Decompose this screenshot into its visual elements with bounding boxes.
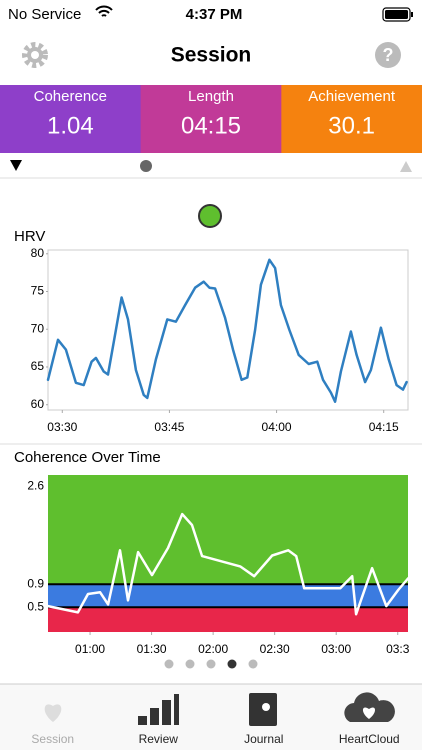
tab-label[interactable]: Journal [244,732,283,746]
nav-title: Session [171,44,252,67]
zone [48,584,408,608]
x-tick-label: 04:15 [369,420,399,434]
zone [48,607,408,632]
y-tick-label: 75 [31,284,45,298]
clock: 4:37 PM [186,6,243,23]
tab-label[interactable]: Review [139,732,179,746]
y-tick-label: 0.5 [27,599,44,613]
battery-level [385,10,408,19]
x-tick-label: 01:30 [137,642,167,656]
x-tick-label: 03:45 [154,420,184,434]
help-button[interactable]: ? [375,42,401,68]
plot-frame [47,249,409,411]
data-line [46,512,410,616]
battery-tip [411,12,413,17]
y-tick-label: 80 [31,246,45,260]
tabs: Session Review Journal HeartCloud [31,732,399,746]
stat-value: 1.04 [47,112,94,139]
charts: HRV 60 65 70 75 80 03:30 03:45 04:00 04:15 Coheren… [14,228,410,656]
wifi-icon [95,5,113,17]
y-tick-label: 0.9 [27,576,44,590]
y-tick-label: 2.6 [27,479,44,493]
x-tick-label: 02:30 [260,642,290,656]
low-marker [10,160,22,171]
y-tick-label: 60 [31,397,45,411]
carrier: No Service [8,6,81,23]
review-icon [138,694,179,725]
stat-label: Length [188,88,234,105]
y-tick-label: 70 [31,321,45,335]
current-marker [140,160,152,172]
stat-label: Coherence [34,88,107,105]
data-line [46,258,408,403]
tab-label[interactable]: Session [31,732,74,746]
chart-title: HRV [14,228,45,245]
stat-tile [0,85,142,153]
x-tick-label: 03:30 [47,420,77,434]
heartcloud-heart [362,707,376,719]
zone [48,475,408,585]
status-dot [198,204,222,228]
page-indicator [164,659,258,669]
stat-label: Achievement [308,88,396,105]
x-tick-label: 04:00 [262,420,292,434]
stat-value: 04:15 [181,112,241,139]
stats-band: Coherence 1.04 Length 04:15 Achievement 30.1 [0,85,422,153]
svg-text:?: ? [383,45,394,65]
chart-title: Coherence Over Time [14,449,161,466]
x-tick-label: 03:3 [386,642,410,656]
stat-value: 30.1 [328,112,375,139]
stat-tile [281,85,422,153]
high-marker [400,161,412,172]
x-tick-label: 01:00 [75,642,105,656]
battery [382,7,411,22]
journal-icon-detail [262,703,270,711]
x-tick-label: 03:00 [321,642,351,656]
stat-tile [140,85,282,153]
x-tick-label: 02:00 [198,642,228,656]
session-icon [44,704,62,722]
heartcloud-icon [344,692,395,722]
tab-label[interactable]: HeartCloud [339,732,400,746]
settings-button[interactable] [22,42,48,68]
y-tick-label: 65 [31,359,45,373]
